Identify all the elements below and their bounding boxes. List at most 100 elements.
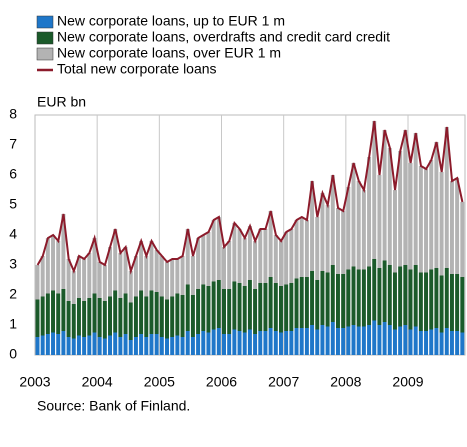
bar-segment (408, 329, 413, 355)
bar-segment (310, 181, 315, 271)
y-tick-label: 2 (9, 286, 17, 302)
bar-segment (154, 250, 159, 292)
bar-segment (346, 326, 351, 355)
x-tick-label: 2009 (392, 374, 423, 390)
x-tick-label: 2004 (82, 374, 113, 390)
bar-segment (351, 163, 356, 267)
bar-segment (315, 217, 320, 280)
bar-segment (299, 328, 304, 355)
bar-segment (403, 325, 408, 355)
x-tick-label: 2006 (206, 374, 237, 390)
bar-segment (356, 326, 361, 355)
bar-segment (92, 293, 97, 333)
bar-segment (387, 265, 392, 325)
bar-segment (76, 256, 81, 298)
bar-segment (87, 335, 92, 355)
bar-segment (299, 217, 304, 277)
bar-segment (35, 299, 40, 337)
bar-segment (403, 265, 408, 325)
x-tick-label: 2003 (19, 374, 50, 390)
y-tick-label: 6 (9, 166, 17, 182)
bar-segment (175, 293, 180, 336)
bar-segment (211, 220, 216, 282)
bar-segment (429, 269, 434, 330)
bar-segment (40, 335, 45, 355)
bar-segment (315, 329, 320, 355)
bar-segment (253, 289, 258, 334)
bar-segment (149, 334, 154, 355)
bar-segment (56, 241, 61, 294)
bar-segment (190, 337, 195, 355)
bar-segment (206, 232, 211, 286)
bar-segment (92, 332, 97, 355)
bar-segment (71, 271, 76, 304)
bar-segment (263, 283, 268, 331)
bar-segment (185, 229, 190, 285)
bar-segment (206, 286, 211, 333)
bar-segment (367, 266, 372, 325)
bar-segment (387, 148, 392, 265)
bar-segment (434, 142, 439, 268)
legend-swatch (36, 47, 54, 61)
bar-segment (304, 220, 309, 277)
bar-segment (330, 265, 335, 322)
bar-segment (408, 269, 413, 330)
bar-segment (294, 220, 299, 279)
bar-segment (382, 322, 387, 355)
bar-segment (82, 337, 87, 355)
bar-segment (222, 334, 226, 355)
bar-segment (154, 334, 159, 355)
bar-segment (449, 274, 454, 331)
bar-segment (325, 205, 330, 273)
bar-segment (82, 301, 87, 337)
bar-segment (449, 181, 454, 274)
bar-segment (232, 329, 237, 355)
bar-segment (242, 332, 247, 355)
bar-segment (211, 281, 216, 330)
bar-segment (102, 301, 107, 339)
bar-segment (455, 331, 460, 355)
bar-segment (392, 329, 397, 355)
bar-segment (294, 328, 299, 355)
bar-segment (449, 331, 454, 355)
bar-segment (403, 130, 408, 265)
bar-segment (310, 325, 315, 355)
bar-segment (113, 290, 118, 333)
bar-segment (289, 283, 294, 331)
bar-segment (133, 256, 138, 297)
bar-segment (206, 332, 211, 355)
bar-segment (45, 238, 50, 294)
y-tick-label: 7 (9, 136, 17, 152)
bar-segment (268, 277, 273, 328)
bar-segment (418, 166, 423, 273)
bar-segment (216, 217, 221, 280)
bar-segment (367, 325, 372, 355)
bar-segment (71, 338, 76, 355)
bar-segment (242, 238, 247, 286)
legend-label: New corporate loans, overdrafts and cred… (57, 29, 390, 45)
bar-segment (159, 337, 164, 355)
bar-segment (190, 256, 195, 295)
bar-segment (247, 226, 252, 280)
bar-segment (460, 332, 465, 355)
bar-segment (361, 269, 366, 327)
bar-segment (108, 335, 113, 355)
y-tick-label: 3 (9, 256, 17, 272)
bar-segment (398, 266, 403, 327)
bar-segment (118, 337, 123, 355)
bar-segment (398, 151, 403, 267)
bar-segment (201, 235, 206, 285)
bar-segment (222, 247, 226, 289)
bar-segment (227, 241, 232, 289)
legend-label: New corporate loans, over EUR 1 m (57, 45, 281, 61)
bar-segment (253, 241, 258, 289)
bar-segment (51, 332, 56, 355)
x-tick-label: 2008 (330, 374, 361, 390)
y-tick-label: 1 (9, 316, 17, 332)
bar-segment (289, 229, 294, 283)
bar-segment (165, 299, 169, 339)
bar-segment (408, 163, 413, 270)
bar-segment (460, 202, 465, 277)
bar-segment (367, 157, 372, 267)
